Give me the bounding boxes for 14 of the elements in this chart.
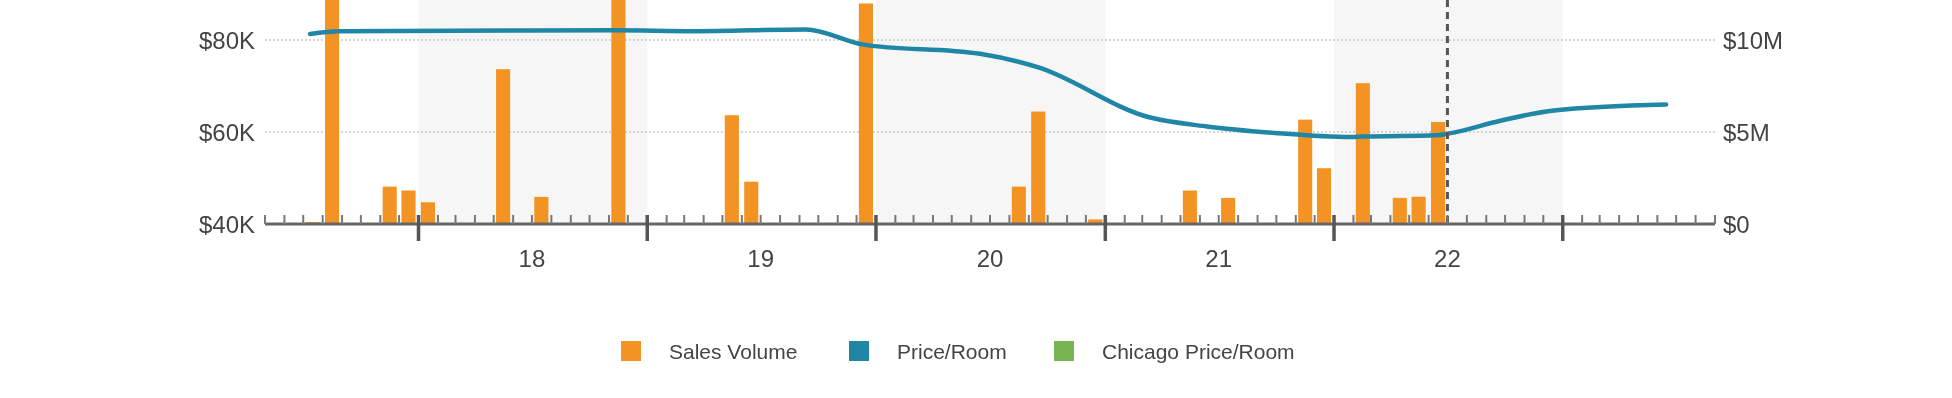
x-tick-label: 22	[1434, 245, 1461, 272]
y-tick-label: $40K	[198, 210, 255, 238]
x-tick-label: 20	[976, 245, 1004, 272]
legend-label: Sales Volume	[669, 339, 798, 363]
x-tick-label: 21	[1205, 245, 1233, 272]
y2-tick-label: $10M	[1723, 26, 1784, 54]
x-tick-label: 18	[518, 245, 546, 272]
x-tick-label: 19	[747, 245, 775, 272]
y2-tick-label: $0	[1723, 210, 1750, 238]
y-tick-label: $80K	[198, 26, 255, 54]
y-tick-label: $60K	[198, 118, 255, 146]
legend-label: Price/Room	[897, 339, 1007, 363]
y2-tick-label: $5M	[1723, 118, 1770, 146]
legend-label: Chicago Price/Room	[1102, 339, 1295, 363]
